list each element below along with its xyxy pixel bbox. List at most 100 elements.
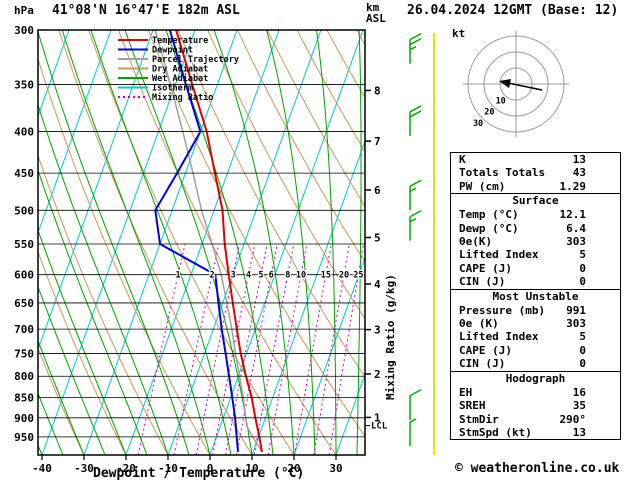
hodograph-unit-label: kt: [452, 27, 466, 40]
chart-legend: [118, 39, 148, 98]
pressure-tick-label: 800: [14, 370, 34, 383]
table-row: PW (cm) 1.29: [451, 180, 620, 193]
table-row: Lifted Index 5: [451, 330, 620, 343]
temperature-tick-label: -20: [116, 462, 136, 475]
row-value: 12.1: [559, 208, 587, 222]
row-label: θe(K): [459, 235, 493, 249]
hodograph: [463, 31, 569, 137]
row-value: 991: [566, 303, 586, 317]
altitude-tick-label: 1: [374, 411, 381, 424]
table-row: Pressure (mb) 991: [451, 304, 620, 317]
table-row: StmDir 290°: [451, 413, 620, 426]
lcl-label: LCL: [371, 422, 388, 432]
row-label: Lifted Index: [459, 248, 539, 262]
hodograph-ring-label: 30: [473, 119, 483, 129]
pressure-axis-unit: hPa: [14, 4, 34, 17]
row-value: 0: [579, 357, 586, 371]
mixing-ratio-value-label: 25: [353, 271, 363, 281]
wind-barb: [409, 179, 422, 211]
table-row: Temp (°C) 12.1: [451, 208, 620, 221]
table-row: K 13: [451, 153, 620, 166]
legend-label: Mixing Ratio: [152, 92, 213, 103]
hodograph-arrow: [499, 79, 511, 88]
temperature-tick-label: 30: [329, 462, 342, 475]
row-value: 35: [572, 399, 586, 413]
row-label: Temp (°C): [459, 208, 519, 222]
mixing-ratio-value-label: 15: [321, 271, 331, 281]
temperature-tick-label: -40: [32, 462, 52, 475]
pressure-tick-label: 400: [14, 126, 34, 139]
isotherm-lines: [38, 30, 365, 455]
pressure-tick-label: 500: [14, 204, 34, 217]
row-value: 5: [579, 330, 586, 344]
legend-label: Temperature: [152, 36, 208, 46]
row-value: 303: [566, 317, 586, 331]
row-value: 290°: [559, 412, 587, 426]
mixing-ratio-value-label: 5: [258, 271, 263, 281]
row-value: 13: [572, 153, 586, 166]
temperature-tick-label: -30: [74, 462, 94, 475]
datetime-title: 26.04.2024 12GMT (Base: 12): [407, 3, 619, 18]
altitude-axis-unit-asl: ASL: [366, 12, 386, 25]
row-label: Lifted Index: [459, 330, 539, 344]
table-row: Dewp (°C) 6.4: [451, 222, 620, 235]
station-title: 41°08'N 16°47'E 182m ASL: [52, 3, 240, 18]
altitude-axis-unit-km: km: [366, 1, 380, 14]
row-value: 6.4: [566, 221, 586, 235]
row-value: 13: [572, 425, 586, 439]
altitude-tick-label: 4: [374, 278, 381, 291]
pressure-tick-label: 300: [14, 24, 34, 37]
row-label: EH: [459, 385, 473, 399]
row-label: Totals Totals: [459, 166, 546, 180]
pressure-tick-label: 550: [14, 238, 34, 251]
altitude-tick-label: 3: [374, 324, 381, 337]
mixing-ratio-axis-label: Mixing Ratio (g/kg): [384, 274, 397, 400]
row-label: Dewp (°C): [459, 221, 519, 235]
temperature-tick-label: 20: [287, 462, 300, 475]
wind-barb: [409, 105, 422, 136]
row-label: K: [459, 153, 466, 166]
temperature-tick-label: 10: [245, 462, 258, 475]
hodograph-trace: [507, 82, 543, 91]
row-label: StmSpd (kt): [459, 425, 532, 439]
temperature-tick-label: 0: [207, 462, 214, 475]
wind-barbs: [409, 32, 422, 447]
legend-label: Dry Adiabat: [152, 64, 208, 75]
pressure-tick-label: 650: [14, 297, 34, 310]
table-row: CIN (J) 0: [451, 275, 620, 288]
pressure-tick-label: 750: [14, 347, 34, 360]
pressure-tick-label: 600: [14, 269, 34, 282]
mixing-ratio-value-label: 1: [176, 271, 181, 281]
row-label: CIN (J): [459, 357, 506, 371]
row-value: 0: [579, 275, 586, 289]
wind-barb: [409, 210, 422, 241]
legend-label: Isotherm: [152, 84, 193, 94]
table-row: Totals Totals 43: [451, 166, 620, 179]
temperature-axis-label: Dewpoint / Temperature (°C): [93, 466, 305, 481]
table-row: θe (K) 303: [451, 317, 620, 330]
wind-barb: [409, 418, 417, 447]
pressure-tick-label: 700: [14, 323, 34, 336]
mixing-ratio-value-label: 3: [231, 271, 236, 281]
row-value: 0: [579, 261, 586, 275]
table-row: θe(K) 303: [451, 235, 620, 248]
row-value: 1.29: [559, 179, 587, 193]
table-row: CAPE (J) 0: [451, 344, 620, 357]
row-label: SREH: [459, 399, 486, 413]
row-label: θe (K): [459, 317, 499, 331]
row-value: 5: [579, 248, 586, 262]
temperature-ticks: [41, 455, 337, 460]
altitude-axis-unit: km ASL: [366, 2, 386, 24]
row-value: 16: [572, 385, 586, 399]
wind-barb: [409, 32, 422, 64]
row-value: 303: [566, 235, 586, 249]
mixing-ratio-value-label: 20: [339, 271, 349, 281]
table-section-title: Hodograph: [451, 370, 620, 386]
pressure-tick-label: 950: [14, 431, 34, 444]
row-label: Pressure (mb): [459, 303, 546, 317]
wind-barb: [409, 389, 422, 420]
mixing-ratio-value-label: 8: [285, 271, 290, 281]
table-row: StmSpd (kt) 13: [451, 426, 620, 439]
